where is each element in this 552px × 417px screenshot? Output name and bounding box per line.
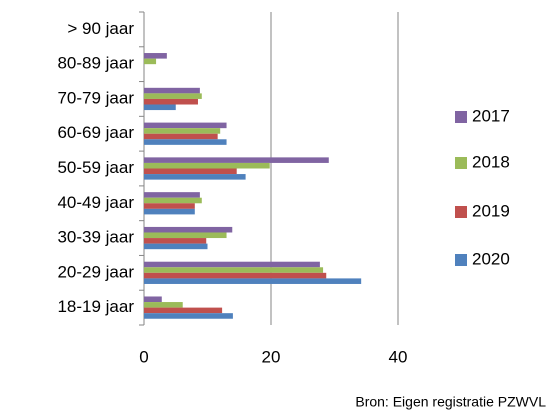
bar xyxy=(144,197,202,204)
bar xyxy=(144,243,208,250)
bar xyxy=(144,208,195,215)
y-tick-label: 18-19 jaar xyxy=(57,297,134,316)
y-tick-label: 80-89 jaar xyxy=(57,54,134,73)
bar xyxy=(144,104,176,111)
bar xyxy=(144,139,227,145)
bar xyxy=(144,296,162,303)
bar xyxy=(144,98,198,105)
legend-label: 2020 xyxy=(472,249,510,268)
x-tick-label: 40 xyxy=(389,347,408,366)
legend-swatch xyxy=(455,157,467,169)
bar xyxy=(144,272,327,279)
bar xyxy=(144,87,200,94)
bar xyxy=(144,168,237,175)
y-tick-label: 60-69 jaar xyxy=(57,123,134,142)
bar xyxy=(144,238,207,244)
y-tick-label: 40-49 jaar xyxy=(57,193,134,212)
x-tick-label: 0 xyxy=(139,347,148,366)
bar xyxy=(144,133,218,140)
x-tick-label: 20 xyxy=(262,347,281,366)
legend-label: 2018 xyxy=(472,152,510,171)
y-tick-label: 20-29 jaar xyxy=(57,262,134,281)
legend-label: 2017 xyxy=(472,106,510,125)
legend-swatch xyxy=(455,206,467,218)
legend-swatch xyxy=(455,254,467,266)
bar xyxy=(144,93,202,99)
y-tick-label: 70-79 jaar xyxy=(57,88,134,107)
y-tick-label: 30-39 jaar xyxy=(57,228,134,247)
bar xyxy=(144,192,200,198)
legend-label: 2019 xyxy=(472,201,510,220)
bar xyxy=(144,278,362,284)
legend-swatch xyxy=(455,111,467,123)
bar xyxy=(144,53,167,59)
bar xyxy=(144,157,329,163)
bar xyxy=(144,232,227,239)
bar xyxy=(144,203,195,209)
bar xyxy=(144,302,183,308)
bar xyxy=(144,226,233,233)
bar xyxy=(144,162,270,169)
y-tick-label: 50-59 jaar xyxy=(57,158,134,177)
bar xyxy=(144,307,223,314)
bar xyxy=(144,58,157,65)
y-tick-label: > 90 jaar xyxy=(67,19,134,38)
bar xyxy=(144,267,324,273)
bar xyxy=(144,122,227,129)
bar xyxy=(144,128,221,134)
bar xyxy=(144,174,246,180)
bar xyxy=(144,313,233,319)
source: Bron: Eigen registratie PZWVL xyxy=(355,394,546,410)
bar xyxy=(144,261,320,268)
